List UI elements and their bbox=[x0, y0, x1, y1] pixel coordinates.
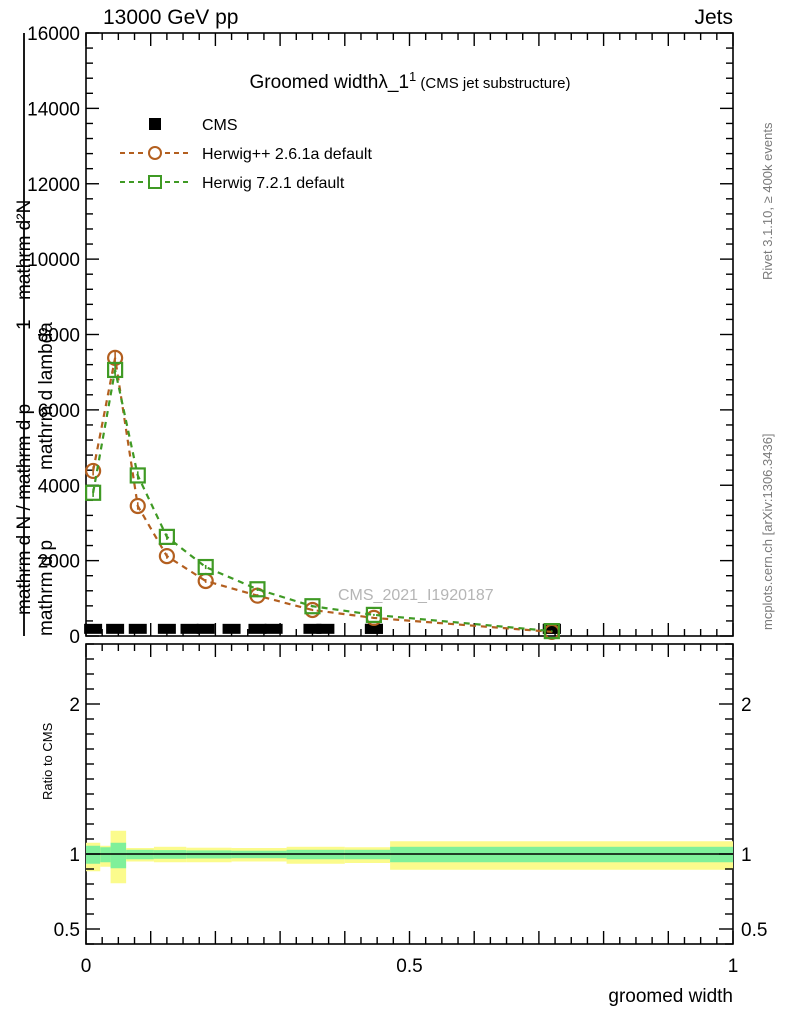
marker-square bbox=[365, 606, 383, 623]
main-x-axis-ticks-top bbox=[85, 33, 734, 46]
cms-data-marker bbox=[222, 623, 241, 634]
main-y-tick-label: 12000 bbox=[27, 175, 80, 196]
x-tick-label: 1 bbox=[728, 956, 739, 977]
main-y-tick-label: 16000 bbox=[27, 24, 80, 45]
main-y-tick-label: 4000 bbox=[38, 476, 80, 497]
marker-circle bbox=[129, 497, 146, 515]
cms-data-marker bbox=[248, 623, 267, 634]
header-beam-label: 13000 GeV pp bbox=[103, 6, 238, 29]
header-process-label: Jets bbox=[694, 6, 733, 29]
x-axis-title: groomed width bbox=[608, 986, 733, 1007]
marker-square bbox=[85, 484, 102, 501]
legend-label: CMS bbox=[202, 117, 238, 134]
main-y-tick-label: 10000 bbox=[27, 250, 80, 271]
main-y-axis-ticks bbox=[86, 32, 733, 637]
cms-data-marker bbox=[303, 623, 322, 634]
ratio-axis-ticks bbox=[85, 643, 734, 945]
main-y-tick-label: 14000 bbox=[27, 99, 80, 120]
cms-data-marker bbox=[316, 623, 335, 634]
ratio-band-inner bbox=[110, 842, 127, 869]
series-line-herwigpp bbox=[92, 357, 552, 633]
legend: CMS Herwig++ 2.6.1a default Herwig 7.2.1 d… bbox=[120, 117, 372, 192]
marker-circle bbox=[158, 548, 175, 565]
cms-data-marker bbox=[157, 623, 176, 634]
x-axis-tick-labels: 0 0.5 1 bbox=[81, 956, 739, 977]
data-series-layer bbox=[84, 349, 561, 640]
ratio-y-tick-label: 1 bbox=[69, 845, 80, 866]
main-y-tick-label: 6000 bbox=[38, 401, 80, 422]
legend-label: Herwig++ 2.6.1a default bbox=[202, 146, 372, 163]
cms-data-marker bbox=[264, 623, 283, 634]
marker-square bbox=[158, 528, 175, 545]
legend-marker-square bbox=[148, 175, 162, 189]
rivet-version-label: Rivet 3.1.10, ≥ 400k events bbox=[760, 122, 775, 280]
cms-data-marker bbox=[106, 623, 125, 634]
marker-square bbox=[129, 467, 146, 484]
y-axis-title-lambda-part: mathrm d lambda bbox=[36, 322, 57, 470]
cms-data-marker bbox=[364, 623, 383, 634]
ratio-y-tick-label-right: 1 bbox=[741, 845, 752, 866]
y-axis-title-pt-part: mathrm d p bbox=[36, 540, 57, 636]
x-tick-label: 0.5 bbox=[396, 956, 422, 977]
main-y-tick-label: 0 bbox=[69, 627, 80, 648]
marker-circle bbox=[85, 462, 102, 480]
main-y-tick-label: 8000 bbox=[38, 326, 80, 347]
x-tick-label: 0 bbox=[81, 956, 92, 977]
ratio-y-axis-title: Ratio to CMS bbox=[40, 722, 55, 800]
main-y-axis-tick-labels: 0 2000 4000 6000 8000 10000 12000 14000 16000 bbox=[27, 24, 80, 648]
cms-data-marker bbox=[196, 623, 215, 634]
legend-label: Herwig 7.2.1 default bbox=[202, 175, 345, 192]
ratio-axis-tick-labels: 0.5 0.5 1 1 2 2 bbox=[54, 695, 768, 941]
marker-square bbox=[107, 361, 124, 379]
mcplots-reference-label: mcplots.cern.ch [arXiv:1306.3436] bbox=[760, 433, 775, 630]
cms-data-marker bbox=[542, 623, 561, 634]
marker-square bbox=[543, 623, 560, 640]
ratio-uncertainty-bands bbox=[86, 830, 733, 884]
legend-marker-cms bbox=[149, 118, 161, 130]
marker-square bbox=[304, 598, 321, 615]
cms-data-marker bbox=[180, 623, 199, 634]
ratio-y-tick-label-right: 0.5 bbox=[741, 920, 767, 941]
ratio-y-tick-label: 0.5 bbox=[54, 920, 80, 941]
plot-title: Groomed widthλ_11 (CMS jet substructure) bbox=[250, 69, 571, 93]
watermark-label: CMS_2021_I1920187 bbox=[338, 587, 494, 604]
cms-data-marker bbox=[84, 623, 103, 634]
legend-marker-circle bbox=[148, 146, 162, 160]
marker-square bbox=[197, 558, 214, 576]
main-y-tick-label: 2000 bbox=[38, 552, 80, 573]
cms-data-marker bbox=[128, 623, 147, 634]
ratio-y-tick-label-right: 2 bbox=[741, 695, 752, 716]
marker-square bbox=[249, 581, 266, 598]
ratio-y-tick-label: 2 bbox=[69, 695, 80, 716]
